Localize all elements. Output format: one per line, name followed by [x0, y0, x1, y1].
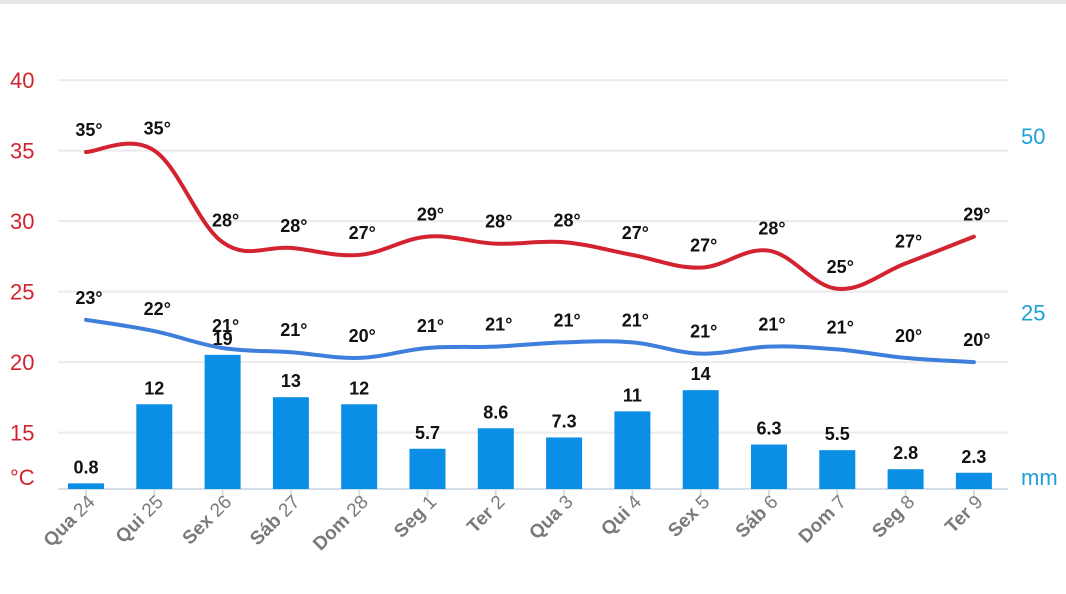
- x-tick-label: Sex 5: [664, 492, 714, 542]
- min-temp-label: 21°: [622, 310, 649, 330]
- precip-bar: [204, 354, 241, 489]
- min-temp-label: 21°: [417, 316, 444, 336]
- precip-value-label: 5.7: [415, 423, 440, 443]
- precip-bar: [409, 448, 446, 489]
- y-tick-label-left: 20: [10, 350, 34, 375]
- min-temp-label: 20°: [349, 326, 376, 346]
- precip-value-label: 8.6: [483, 402, 508, 422]
- min-temp-line: [84, 317, 976, 365]
- x-tick-label: Dom 7: [795, 492, 851, 548]
- precip-value-label: 7.3: [552, 411, 577, 431]
- max-temp-label: 27°: [349, 223, 376, 243]
- precip-bars: [68, 354, 992, 489]
- top-divider: [0, 0, 1066, 4]
- min-temp-label: 21°: [690, 322, 717, 342]
- min-temp-label: 21°: [212, 316, 239, 336]
- min-temp-label: 21°: [553, 310, 580, 330]
- precip-bar: [546, 437, 583, 489]
- y-tick-label-left: 30: [10, 209, 34, 234]
- y-tick-label-right: 25: [1021, 301, 1045, 326]
- y-tick-label-left: 15: [10, 421, 34, 446]
- precip-bar: [341, 404, 378, 489]
- y-tick-label-left: 40: [10, 68, 34, 93]
- precip-value-label: 12: [349, 378, 369, 398]
- precip-value-label: 14: [691, 364, 711, 384]
- y-tick-label-left: 35: [10, 139, 34, 164]
- max-temp-label: 35°: [144, 119, 171, 139]
- max-temp-label: 25°: [827, 257, 854, 277]
- precip-value-label: 2.8: [893, 443, 918, 463]
- precip-bar: [272, 397, 309, 489]
- max-temp-label: 28°: [485, 212, 512, 232]
- precip-value-label: 12: [144, 378, 164, 398]
- left-axis-unit: °C: [10, 465, 35, 490]
- max-temp-label: 29°: [417, 205, 444, 225]
- precip-bar: [819, 450, 856, 489]
- x-tick-label: Seg 8: [868, 492, 919, 543]
- max-temp-label: 27°: [690, 236, 717, 256]
- precip-value-label: 19: [213, 329, 233, 349]
- x-tick-label: Dom 28: [309, 492, 372, 555]
- precip-bar: [887, 469, 924, 489]
- x-tick-label: Ter 2: [463, 492, 509, 538]
- y-tick-label-left: 25: [10, 280, 34, 305]
- min-temp-label: 21°: [827, 317, 854, 337]
- max-temp-label: 28°: [758, 219, 785, 239]
- max-temp-label: 28°: [280, 216, 307, 236]
- x-tick-label: Sáb 27: [246, 492, 304, 550]
- max-temp-label: 35°: [75, 120, 102, 140]
- precip-value-label: 6.3: [756, 419, 781, 439]
- precip-value-label: 11: [623, 385, 642, 405]
- x-tick-label: Qui 25: [112, 492, 168, 548]
- x-tick-label: Qua 24: [40, 491, 100, 551]
- max-temp-label: 28°: [553, 210, 580, 230]
- precip-bar: [136, 404, 173, 489]
- min-temp-label: 20°: [963, 330, 990, 350]
- data-labels: 0.8 12 19 13 12 5.7 8.6 7.3 11 14 6.3 5.5 2.8 2.3 35° 3…: [73, 119, 990, 478]
- precip-value-label: 2.3: [961, 447, 986, 467]
- min-temp-label: 21°: [485, 315, 512, 335]
- precip-bar: [614, 411, 651, 489]
- precip-bar: [682, 390, 719, 489]
- precip-bar: [68, 483, 104, 489]
- max-temp-label: 28°: [212, 210, 239, 230]
- max-temp-label: 29°: [963, 205, 990, 225]
- y-tick-label-right: 50: [1021, 124, 1045, 149]
- max-temp-label: 27°: [895, 231, 922, 251]
- precip-bar: [477, 428, 514, 489]
- precip-value-label: 0.8: [73, 457, 98, 477]
- precip-value-label: 5.5: [825, 424, 850, 444]
- min-temp-label: 21°: [758, 315, 785, 335]
- grid: [58, 79, 1008, 497]
- max-temp-label: 27°: [622, 223, 649, 243]
- min-temp-label: 23°: [75, 288, 102, 308]
- x-tick-label: Qui 4: [597, 491, 646, 540]
- min-temp-label: 22°: [144, 299, 171, 319]
- temperature-lines: [84, 141, 976, 365]
- x-tick-label: Sex 26: [179, 492, 236, 549]
- x-tick-label: Qua 3: [525, 492, 577, 544]
- right-axis-unit: mm: [1021, 465, 1058, 490]
- precip-value-label: 13: [281, 371, 301, 391]
- x-tick-label: Ter 9: [941, 492, 987, 538]
- precip-bar: [955, 472, 992, 489]
- min-temp-label: 21°: [280, 320, 307, 340]
- max-temp-line: [84, 141, 976, 291]
- precip-bar: [751, 444, 787, 489]
- min-temp-label: 20°: [895, 326, 922, 346]
- x-tick-label: Seg 1: [390, 492, 441, 543]
- x-tick-label: Sáb 6: [732, 492, 783, 543]
